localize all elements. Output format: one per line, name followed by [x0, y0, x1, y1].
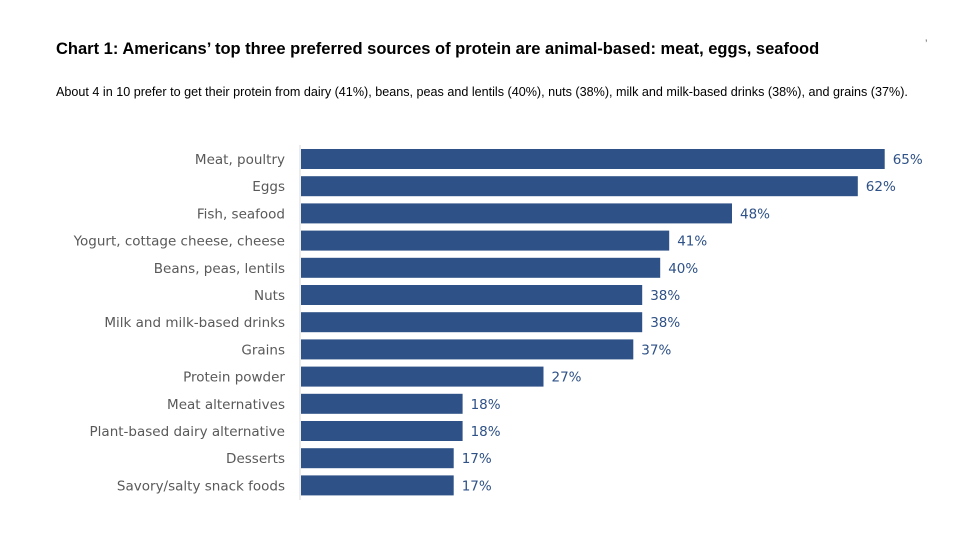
value-label: 18% [471, 397, 501, 413]
category-label: Eggs [252, 179, 285, 195]
category-label: Meat, poultry [195, 152, 285, 168]
bar [301, 421, 463, 441]
bar [301, 230, 670, 251]
value-label: 48% [740, 206, 770, 222]
bar [301, 257, 661, 278]
value-label: 40% [668, 261, 698, 277]
category-label: Milk and milk-based drinks [104, 315, 285, 331]
bar [301, 312, 643, 333]
category-label: Fish, seafood [197, 206, 285, 222]
bar [301, 366, 544, 387]
bar [301, 285, 643, 305]
value-label: 38% [650, 288, 680, 304]
category-label: Beans, peas, lentils [154, 261, 285, 277]
category-label: Nuts [254, 288, 285, 304]
bar [301, 203, 732, 224]
value-label: 38% [650, 315, 680, 331]
category-label: Meat alternatives [167, 397, 285, 413]
value-label: 37% [641, 342, 671, 358]
bar [301, 339, 634, 360]
value-label: 41% [677, 234, 707, 250]
bar [301, 475, 454, 496]
chart-title: Chart 1: Americans’ top three preferred … [56, 40, 820, 58]
bar [301, 393, 463, 414]
value-label: 65% [893, 152, 923, 168]
category-label: Grains [241, 342, 285, 358]
bars-group: Meat, poultry 65% Eggs 62% Fish, seafood 48% Y… [73, 149, 923, 496]
bar [301, 149, 885, 169]
value-label: 27% [552, 370, 582, 386]
category-label: Desserts [226, 451, 285, 467]
bar [301, 176, 858, 197]
category-label: Protein powder [183, 370, 285, 386]
category-label: Yogurt, cottage cheese, cheese [73, 234, 285, 250]
corner-mark: ’ [925, 38, 928, 50]
bar [301, 448, 454, 469]
value-label: 18% [471, 424, 501, 440]
category-label: Savory/salty snack foods [117, 478, 285, 494]
value-label: 17% [462, 478, 492, 494]
value-label: 17% [462, 451, 492, 467]
category-label: Plant-based dairy alternative [90, 424, 285, 440]
chart-subtitle: About 4 in 10 prefer to get their protei… [56, 85, 908, 99]
value-label: 62% [866, 179, 896, 195]
